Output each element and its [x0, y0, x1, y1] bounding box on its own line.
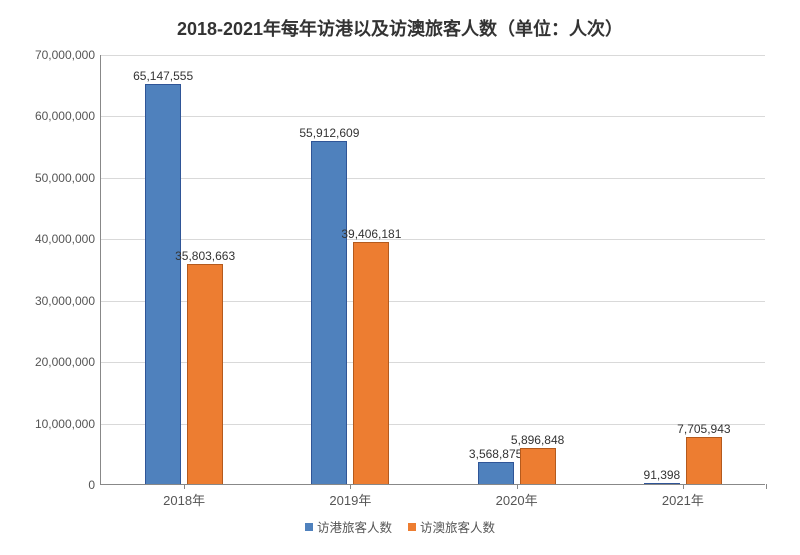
gridline [101, 178, 765, 179]
legend-swatch [408, 523, 416, 531]
bar-value-label: 55,912,609 [299, 126, 359, 142]
bar: 91,398 [644, 483, 680, 484]
gridline [101, 116, 765, 117]
bar-value-label: 35,803,663 [175, 249, 235, 265]
x-tick-label: 2021年 [662, 484, 704, 509]
bar: 7,705,943 [686, 437, 722, 484]
gridline [101, 55, 765, 56]
chart-container: 2018-2021年每年访港以及访澳旅客人数（单位：人次） 010,000,00… [0, 0, 800, 555]
y-tick-label: 20,000,000 [35, 355, 101, 369]
bar-value-label: 65,147,555 [133, 69, 193, 85]
bar: 5,896,848 [520, 448, 556, 484]
y-tick-label: 10,000,000 [35, 417, 101, 431]
gridline [101, 239, 765, 240]
bar-value-label: 7,705,943 [677, 422, 730, 438]
y-tick-label: 40,000,000 [35, 232, 101, 246]
plot-area: 010,000,00020,000,00030,000,00040,000,00… [100, 55, 765, 485]
x-tick-label: 2018年 [163, 484, 205, 509]
x-tick-label: 2020年 [496, 484, 538, 509]
x-tick-mark [766, 484, 767, 489]
legend: 访港旅客人数 访澳旅客人数 [0, 517, 800, 536]
y-tick-label: 0 [88, 478, 101, 492]
bar: 35,803,663 [187, 264, 223, 484]
legend-item: 访澳旅客人数 [408, 517, 495, 536]
y-tick-label: 60,000,000 [35, 109, 101, 123]
bar: 39,406,181 [353, 242, 389, 484]
bar: 65,147,555 [145, 84, 181, 484]
bar-value-label: 91,398 [644, 468, 681, 484]
y-tick-label: 30,000,000 [35, 294, 101, 308]
bar: 3,568,875 [478, 462, 514, 484]
bar-value-label: 5,896,848 [511, 433, 564, 449]
legend-item: 访港旅客人数 [305, 517, 392, 536]
legend-label: 访澳旅客人数 [420, 521, 495, 535]
bar-value-label: 3,568,875 [469, 447, 522, 463]
bar: 55,912,609 [311, 141, 347, 484]
y-tick-label: 70,000,000 [35, 48, 101, 62]
bar-value-label: 39,406,181 [341, 227, 401, 243]
chart-title: 2018-2021年每年访港以及访澳旅客人数（单位：人次） [0, 0, 800, 46]
legend-swatch [305, 523, 313, 531]
y-tick-label: 50,000,000 [35, 171, 101, 185]
x-tick-label: 2019年 [329, 484, 371, 509]
legend-label: 访港旅客人数 [317, 521, 392, 535]
